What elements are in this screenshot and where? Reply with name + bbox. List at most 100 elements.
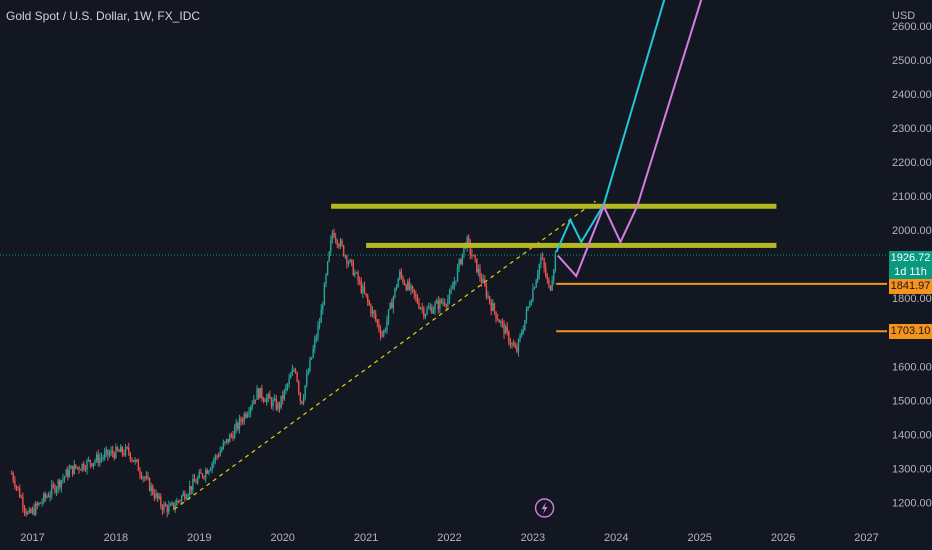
candle-body xyxy=(415,294,417,297)
candle-body xyxy=(362,286,364,293)
candle-body xyxy=(285,386,287,391)
candle-body xyxy=(78,467,80,470)
candle-body xyxy=(105,449,107,453)
candle-body xyxy=(208,470,210,474)
candle-body xyxy=(100,457,103,459)
candle-body xyxy=(310,357,313,360)
candle-body xyxy=(296,372,298,382)
candle-body xyxy=(150,486,152,491)
y-tick-label: 2400.00 xyxy=(892,89,932,101)
candle-body xyxy=(294,369,297,373)
candle-body xyxy=(553,269,555,281)
candle-body xyxy=(60,480,63,488)
candle-body xyxy=(282,395,284,400)
candle-body xyxy=(278,403,281,408)
candle-body xyxy=(363,286,366,294)
candle-body xyxy=(354,272,356,276)
candle-body xyxy=(84,469,87,471)
current-price-tag: 1926.72 1d 11h xyxy=(889,251,932,279)
candle-body xyxy=(516,347,518,352)
candles xyxy=(10,228,557,518)
candle-body xyxy=(47,496,50,498)
candle-body xyxy=(254,399,257,401)
candle-body xyxy=(227,438,229,443)
candle-body xyxy=(272,400,274,407)
candle-body xyxy=(219,451,221,457)
flash-icon-bolt xyxy=(541,502,548,514)
candle-body xyxy=(443,302,446,305)
candle-body xyxy=(185,497,188,500)
candle-body xyxy=(23,507,26,511)
candle-body xyxy=(338,244,340,247)
candle-body xyxy=(214,455,217,461)
candle-body xyxy=(504,326,507,335)
candle-body xyxy=(99,457,101,464)
candle-body xyxy=(317,325,319,338)
projection-path xyxy=(555,0,666,253)
candle-body xyxy=(51,484,53,495)
candle-body xyxy=(408,281,411,290)
candle-body xyxy=(341,240,343,246)
candle-body xyxy=(291,370,294,376)
candle-body xyxy=(442,302,444,304)
candle-body xyxy=(123,453,125,455)
candle-body xyxy=(520,333,523,335)
candle-body xyxy=(431,307,433,314)
candle-body xyxy=(508,331,510,343)
candle-body xyxy=(148,478,151,491)
y-tick-label: 1200.00 xyxy=(892,498,932,510)
candle-body xyxy=(222,443,225,449)
candle-body xyxy=(110,450,112,454)
candle-body xyxy=(392,297,395,309)
candle-body xyxy=(196,477,199,484)
candle-body xyxy=(176,500,178,506)
candle-body xyxy=(554,253,557,270)
candle-body xyxy=(334,237,337,240)
candle-body xyxy=(10,473,13,475)
candle-body xyxy=(360,281,362,293)
candle-body xyxy=(71,465,74,474)
candle-body xyxy=(298,381,300,393)
candle-body xyxy=(492,303,494,311)
candle-body xyxy=(482,279,484,283)
candle-body xyxy=(206,470,209,474)
candle-body xyxy=(384,330,387,332)
x-tick-label: 2019 xyxy=(187,532,211,544)
candle-body xyxy=(76,467,79,469)
candle-body xyxy=(543,258,545,268)
candle-body xyxy=(519,334,521,340)
candle-body xyxy=(63,476,66,479)
candle-body xyxy=(79,469,82,471)
candle-body xyxy=(211,463,213,469)
x-tick-label: 2020 xyxy=(270,532,294,544)
candle-body xyxy=(224,441,226,444)
candle-body xyxy=(549,285,552,291)
candle-body xyxy=(156,493,159,499)
candle-body xyxy=(419,307,422,309)
candle-body xyxy=(261,387,263,399)
candle-body xyxy=(512,343,515,346)
candle-body xyxy=(349,259,351,263)
candle-body xyxy=(113,453,115,459)
candle-body xyxy=(246,414,249,417)
x-tick-label: 2021 xyxy=(354,532,378,544)
candle-body xyxy=(25,510,27,514)
candle-body xyxy=(445,304,447,306)
candle-body xyxy=(472,255,475,257)
candle-body xyxy=(140,474,143,479)
candle-body xyxy=(36,503,39,506)
candle-body xyxy=(118,450,120,453)
candle-body xyxy=(346,255,348,264)
candle-body xyxy=(322,305,324,310)
candle-body xyxy=(137,460,140,471)
candle-body xyxy=(97,454,99,464)
candle-body xyxy=(35,503,37,515)
candle-body xyxy=(264,400,266,402)
candle-body xyxy=(253,399,255,405)
candle-body xyxy=(511,343,513,345)
candle-body xyxy=(30,509,32,513)
candle-body xyxy=(455,280,457,282)
candle-body xyxy=(423,308,425,317)
